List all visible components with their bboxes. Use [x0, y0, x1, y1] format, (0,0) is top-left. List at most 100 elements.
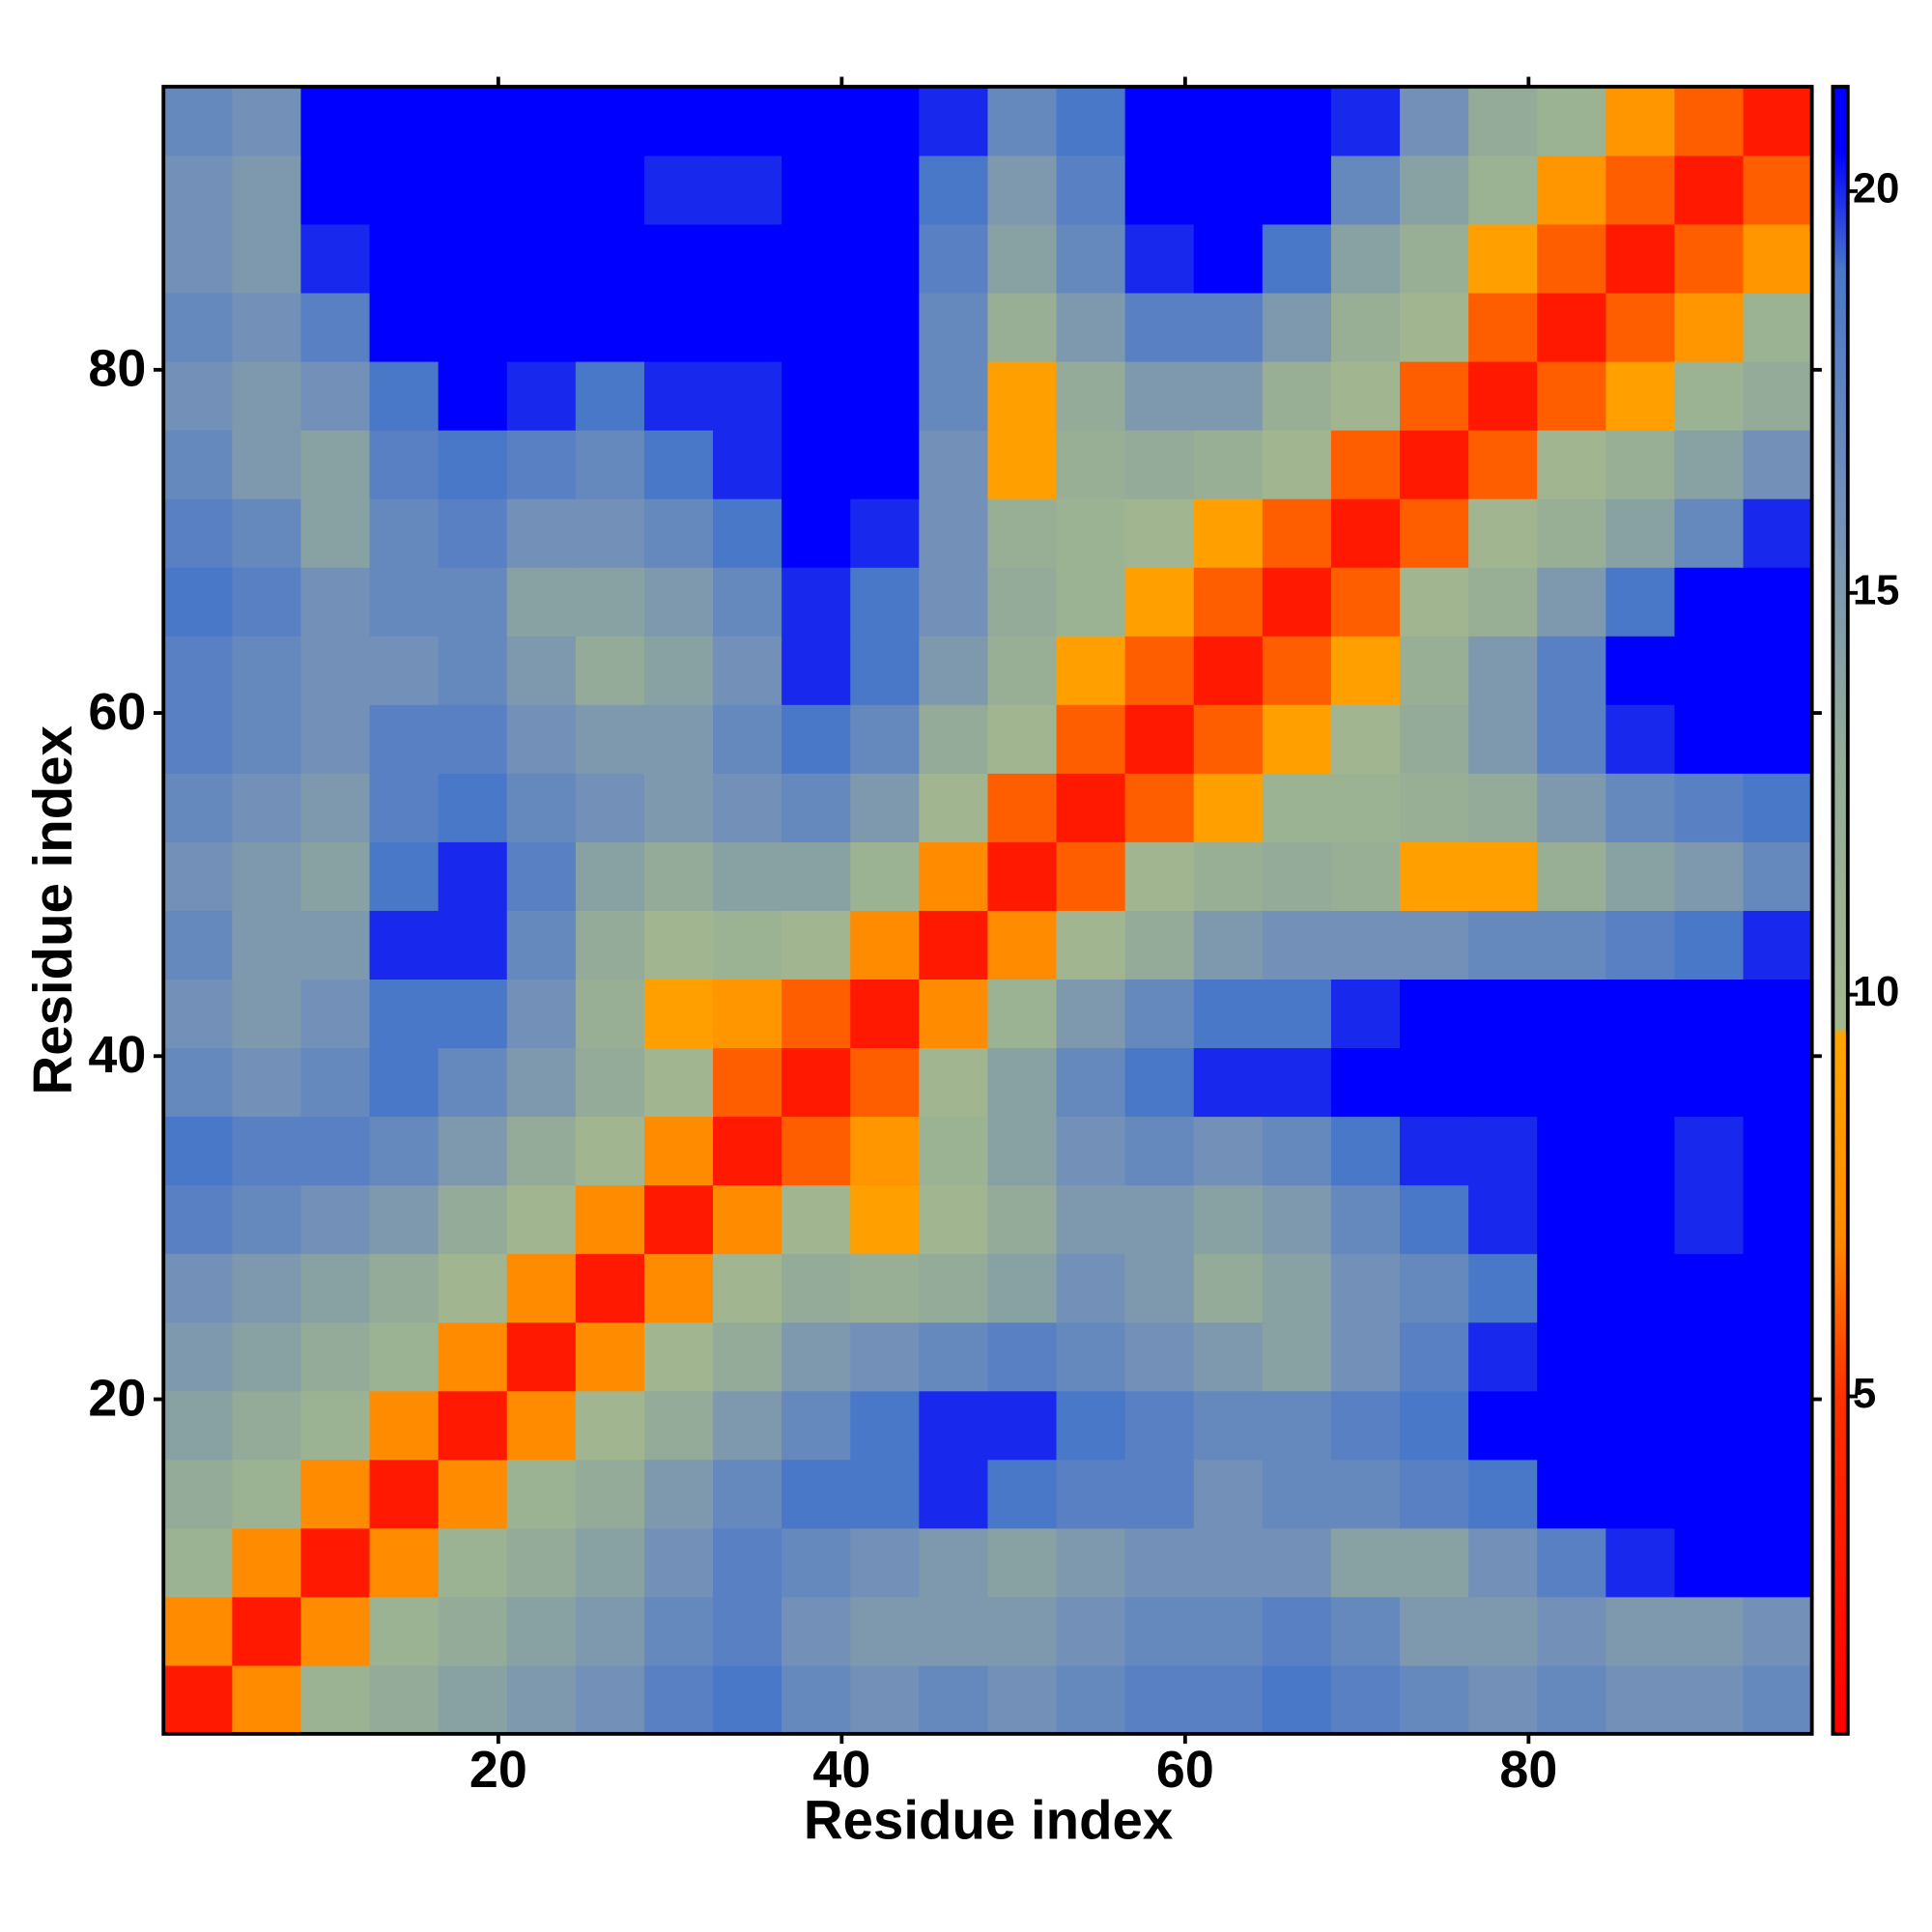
heatmap-cell [643, 1527, 714, 1598]
heatmap-cell [850, 292, 920, 362]
heatmap-cell [1674, 223, 1745, 294]
heatmap-cell [1743, 498, 1813, 568]
heatmap-cell [1400, 567, 1469, 637]
heatmap-cell [1056, 841, 1126, 911]
heatmap-cell [1330, 1116, 1401, 1186]
heatmap-cell [919, 360, 989, 431]
heatmap-cell [1330, 1184, 1401, 1255]
heatmap-cell [1537, 1253, 1606, 1323]
heatmap-cell [987, 704, 1058, 774]
y-tick-label: 40 [88, 1026, 146, 1084]
heatmap-cell [643, 1390, 714, 1461]
heatmap-cell [232, 979, 302, 1049]
heatmap-cell [1468, 979, 1538, 1049]
heatmap-cell [1193, 1047, 1264, 1118]
heatmap-cell [1674, 773, 1745, 842]
heatmap-cell [1400, 292, 1469, 362]
heatmap-cell [1605, 841, 1676, 911]
heatmap-cell [438, 1459, 508, 1529]
heatmap-cell [438, 155, 508, 225]
heatmap-cell [300, 1390, 371, 1461]
heatmap-cell [1674, 155, 1745, 225]
heatmap-cell [1743, 360, 1813, 431]
heatmap-cell [781, 223, 851, 294]
heatmap-cell [1743, 1184, 1813, 1255]
heatmap-cell [1743, 979, 1813, 1049]
heatmap-cell [300, 1184, 371, 1255]
heatmap-cell [1605, 360, 1676, 431]
heatmap-cell [506, 1596, 577, 1666]
heatmap-cell [1193, 429, 1264, 499]
heatmap-cell [713, 155, 782, 225]
heatmap-cell [781, 1116, 851, 1186]
heatmap-cell [987, 1390, 1058, 1461]
heatmap-cell [1468, 1527, 1538, 1598]
heatmap-cell [919, 1664, 989, 1735]
heatmap-cell [643, 1459, 714, 1529]
heatmap-cell [643, 429, 714, 499]
heatmap-cell [300, 498, 371, 568]
heatmap-cell [1056, 636, 1126, 705]
heatmap-cell [438, 1390, 508, 1461]
heatmap-cell [1400, 360, 1469, 431]
heatmap-cell [300, 1047, 371, 1118]
heatmap-cell [1124, 223, 1195, 294]
heatmap-cell [1743, 704, 1813, 774]
heatmap-cell [1330, 1664, 1401, 1735]
heatmap-cell [1124, 1184, 1195, 1255]
heatmap-cell [232, 155, 302, 225]
heatmap-cell [850, 1047, 920, 1118]
heatmap-cell [506, 1527, 577, 1598]
heatmap-cell [438, 360, 508, 431]
heatmap-cell [850, 1253, 920, 1323]
heatmap-cell [1537, 1116, 1606, 1186]
heatmap-cell [643, 1116, 714, 1186]
heatmap-cell [781, 910, 851, 980]
heatmap-cell [1124, 1253, 1195, 1323]
heatmap-cell [506, 910, 577, 980]
heatmap-cell [1674, 910, 1745, 980]
heatmap-cell [1537, 1596, 1606, 1666]
heatmap-cell [1674, 1459, 1745, 1529]
heatmap-cell [1605, 498, 1676, 568]
heatmap-cell [232, 636, 302, 705]
heatmap-cell [1124, 1527, 1195, 1598]
heatmap-cell [1743, 636, 1813, 705]
heatmap-cell [506, 1184, 577, 1255]
heatmap-cell [1056, 773, 1126, 842]
heatmap-cell [1330, 1321, 1401, 1392]
heatmap-cell [1400, 979, 1469, 1049]
heatmap-cell [919, 1459, 989, 1529]
heatmap-cell [1674, 86, 1745, 156]
heatmap-cell [300, 1664, 371, 1735]
heatmap-cell [850, 567, 920, 637]
heatmap-cell [1537, 567, 1606, 637]
heatmap-cell [1743, 429, 1813, 499]
heatmap-cell [438, 773, 508, 842]
heatmap-cell [781, 1459, 851, 1529]
heatmap-cell [1400, 636, 1469, 705]
heatmap-cell [1537, 429, 1606, 499]
heatmap-cell [163, 360, 233, 431]
heatmap-cell [1330, 979, 1401, 1049]
heatmap-cell [1743, 1664, 1813, 1735]
heatmap-cell [1605, 773, 1676, 842]
heatmap-cell [506, 498, 577, 568]
heatmap-cell [987, 1596, 1058, 1666]
heatmap-cell [1400, 841, 1469, 911]
heatmap-cell [1605, 979, 1676, 1049]
heatmap-cell [1743, 223, 1813, 294]
heatmap-cell [1262, 498, 1332, 568]
heatmap-cell [575, 360, 645, 431]
heatmap-cell [232, 1321, 302, 1392]
heatmap-cell [1537, 841, 1606, 911]
heatmap-cell [850, 1459, 920, 1529]
heatmap-cell [1400, 1390, 1469, 1461]
heatmap-cell [1537, 360, 1606, 431]
heatmap-cell [850, 223, 920, 294]
heatmap-cell [850, 155, 920, 225]
heatmap-cell [1262, 1321, 1332, 1392]
heatmap-cell [1124, 155, 1195, 225]
heatmap-cell [1124, 567, 1195, 637]
